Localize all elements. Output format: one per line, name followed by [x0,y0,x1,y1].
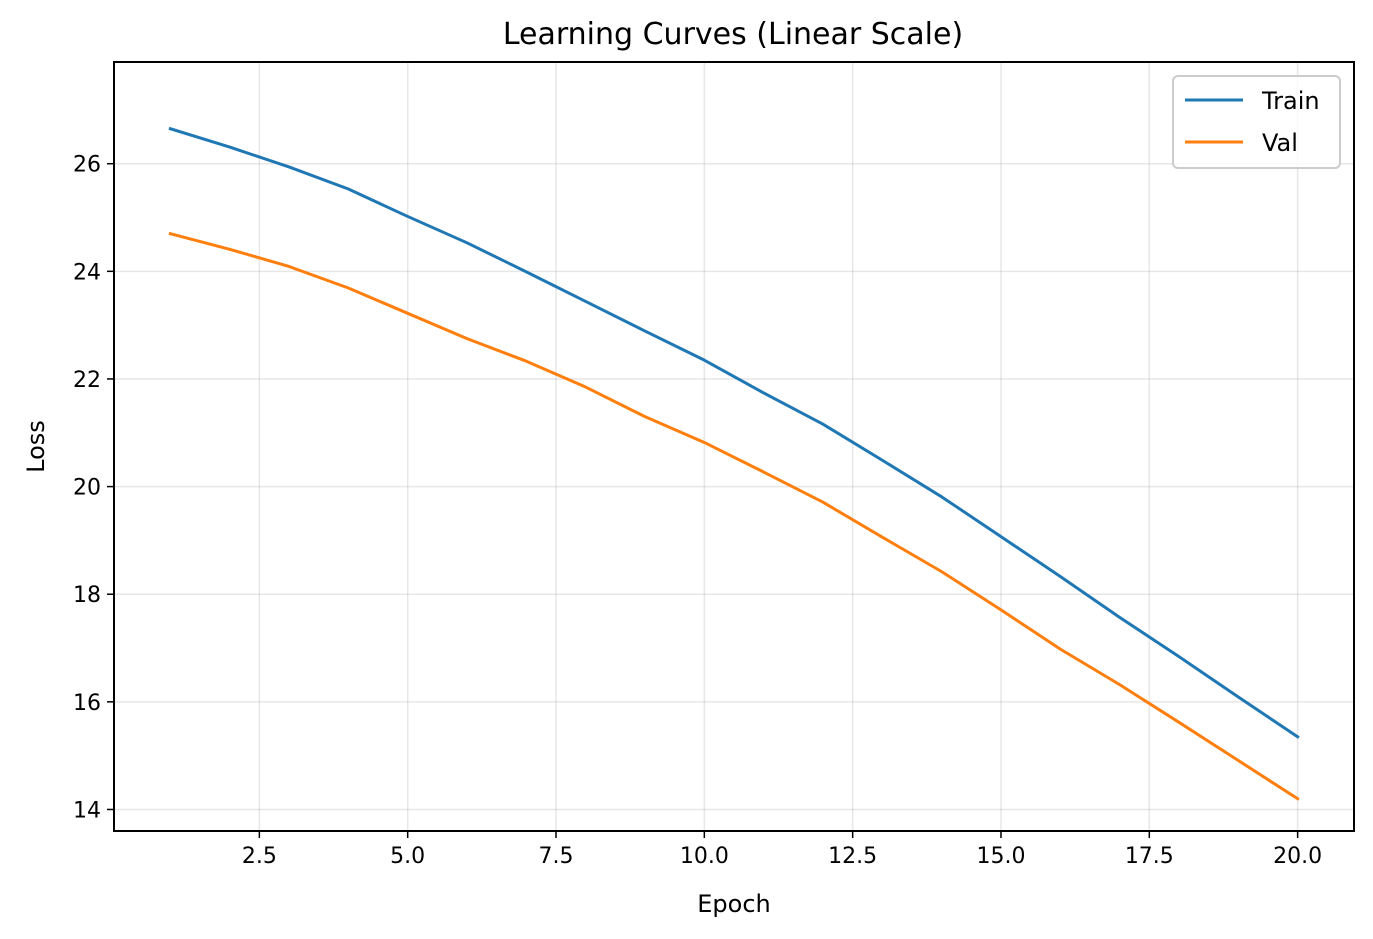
x-tick-label: 7.5 [539,844,574,869]
series-lines [168,126,1300,801]
legend: Train Val [1172,75,1341,169]
y-tick-label: 26 [73,153,101,178]
chart-title: Learning Curves (Linear Scale) [503,17,963,52]
x-tick-label: 20.0 [1273,844,1322,869]
y-tick-label: 22 [73,368,101,393]
x-tick-label: 10.0 [680,844,729,869]
series-line-train [168,126,1300,739]
x-axis-label: Epoch [697,890,771,918]
x-tick-label: 15.0 [976,844,1025,869]
legend-label-train: Train [1261,87,1320,115]
plot-area-frame [113,61,1355,832]
x-tick-label: 17.5 [1125,844,1174,869]
y-axis: 14 16 18 20 22 24 26 [73,153,114,823]
x-axis: 2.5 5.0 7.5 10.0 12.5 15.0 17.5 20.0 [242,831,1322,869]
y-tick-label: 20 [73,476,101,501]
y-tick-label: 18 [73,583,101,608]
legend-label-val: Val [1262,129,1298,157]
y-tick-label: 14 [73,798,101,823]
x-tick-label: 12.5 [828,844,877,869]
y-tick-label: 16 [73,691,101,716]
series-line-val [168,231,1300,801]
y-axis-label: Loss [22,420,50,473]
y-tick-label: 24 [73,260,101,285]
x-tick-label: 2.5 [242,844,277,869]
x-tick-label: 5.0 [390,844,425,869]
